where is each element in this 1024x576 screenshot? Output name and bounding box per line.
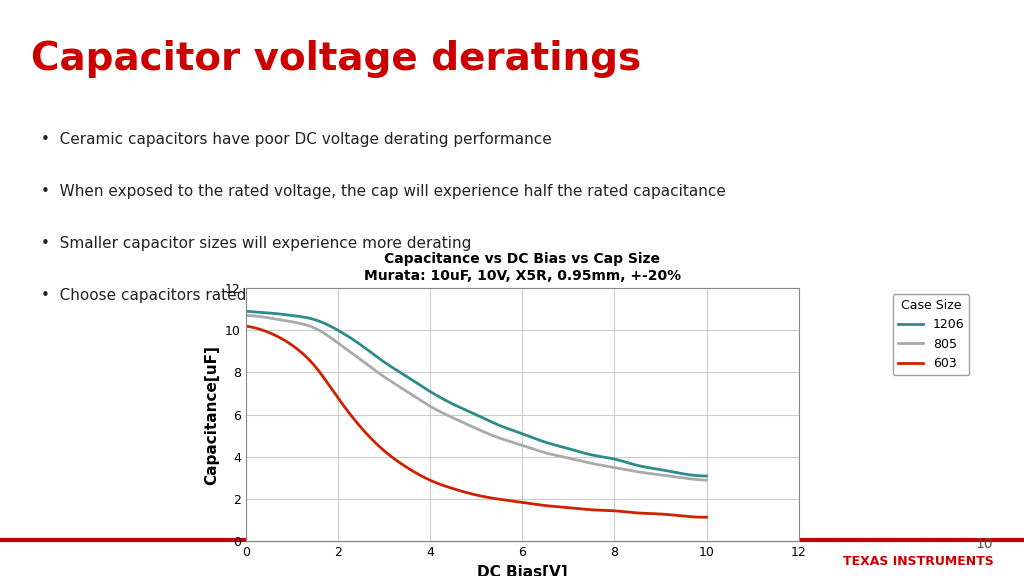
603 [697,514,710,521]
1206 [514,430,526,437]
Text: Capacitor voltage deratings: Capacitor voltage deratings [31,40,641,78]
Y-axis label: Capacitance[uF]: Capacitance[uF] [205,345,219,484]
Legend: 1206, 805, 603: 1206, 805, 603 [893,294,970,375]
Title: Capacitance vs DC Bias vs Cap Size
Murata: 10uF, 10V, X5R, 0.95mm, +-20%: Capacitance vs DC Bias vs Cap Size Murat… [364,252,681,283]
805 [242,312,254,319]
1206 [240,308,252,314]
Text: •  When exposed to the rated voltage, the cap will experience half the rated cap: • When exposed to the rated voltage, the… [41,184,726,199]
603 [512,498,524,505]
1206 [521,433,534,439]
1206 [698,472,711,479]
X-axis label: DC Bias[V]: DC Bias[V] [477,565,567,576]
603 [242,323,254,329]
603 [657,511,670,518]
805 [240,312,252,319]
805 [700,477,713,484]
805 [657,472,670,479]
1206 [657,467,670,473]
Text: •  Choose capacitors rated for 1.5x to 2x the supply voltage: • Choose capacitors rated for 1.5x to 2x… [41,288,502,303]
Text: 10: 10 [976,537,993,551]
Line: 603: 603 [246,326,707,517]
1206 [700,472,713,479]
603 [628,509,640,516]
Line: 1206: 1206 [246,311,707,476]
805 [512,441,524,448]
603 [240,323,252,329]
Text: TEXAS INSTRUMENTS: TEXAS INSTRUMENTS [843,555,993,568]
603 [521,500,534,507]
1206 [628,461,640,468]
603 [514,499,526,506]
Text: •  Smaller capacitor sizes will experience more derating: • Smaller capacitor sizes will experienc… [41,236,471,251]
Line: 805: 805 [246,316,707,480]
805 [628,468,640,475]
1206 [512,429,524,436]
603 [700,514,713,521]
Text: •  Ceramic capacitors have poor DC voltage derating performance: • Ceramic capacitors have poor DC voltag… [41,132,552,147]
805 [521,444,534,450]
805 [514,441,526,448]
1206 [242,308,254,315]
